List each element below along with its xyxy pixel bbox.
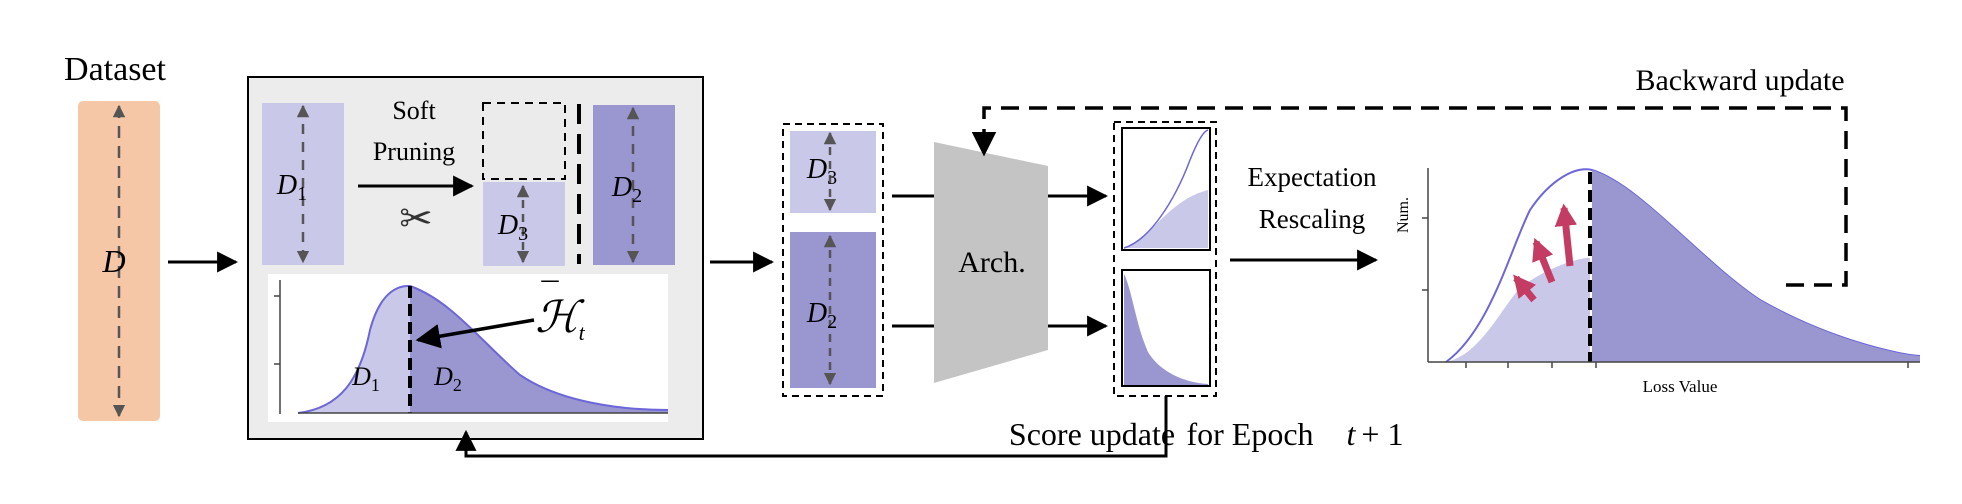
score-top-curve — [1123, 129, 1209, 249]
threshold-pointer-arrow — [415, 318, 535, 349]
architecture-block — [934, 142, 1048, 383]
rescale-up-arrow — [1513, 274, 1537, 303]
x-axis-label: Loss Value — [1643, 377, 1718, 396]
d2-label: D2 — [611, 172, 642, 207]
expectation-label-line2: Rescaling — [1259, 204, 1365, 234]
final-high-area — [1592, 170, 1920, 362]
inner-density-curve — [297, 284, 669, 414]
inner-d1-label: D1 — [351, 362, 380, 395]
threshold-symbol: ℋt — [535, 293, 585, 345]
rescale-up-arrow — [1532, 237, 1556, 284]
dataset-symbol: D — [101, 243, 125, 279]
threshold-bar-mark: ¯ — [541, 277, 560, 314]
subset-d2-block — [790, 232, 876, 388]
rescale-up-arrow — [1554, 203, 1577, 267]
pruned-slot — [482, 102, 566, 180]
scissors-icon: ✂ — [399, 196, 433, 242]
inner-d2-label: D2 — [433, 362, 462, 395]
soft-pruning-line1: Soft — [392, 96, 436, 125]
expectation-label-line1: Expectation — [1248, 162, 1377, 192]
soft-pruning-line2: Pruning — [373, 137, 455, 166]
dataset-title: Dataset — [64, 51, 167, 88]
inner-d2-area — [410, 286, 668, 413]
subset-d2-label: D2 — [806, 298, 837, 333]
selected-subset-box — [782, 123, 884, 397]
subset-d3-label: D3 — [806, 154, 837, 189]
final-low-area — [1446, 258, 1590, 362]
backward-update-arrow — [971, 106, 1848, 287]
inner-d1-area — [298, 285, 410, 413]
epoch-expression: t + 1 — [1347, 416, 1404, 452]
score-update-arrow — [455, 396, 1168, 458]
y-axis-label: Num. — [1395, 197, 1412, 233]
score-top-area — [1124, 190, 1208, 248]
score-update-label: Score update — [1009, 416, 1175, 452]
architecture-label: Arch. — [958, 246, 1025, 279]
score-bottom-area — [1124, 274, 1208, 385]
d3-label: D3 — [497, 210, 528, 245]
d1-label: D1 — [276, 170, 307, 205]
for-epoch-label: for Epoch — [1186, 416, 1313, 452]
backward-update-label: Backward update — [1635, 64, 1844, 97]
